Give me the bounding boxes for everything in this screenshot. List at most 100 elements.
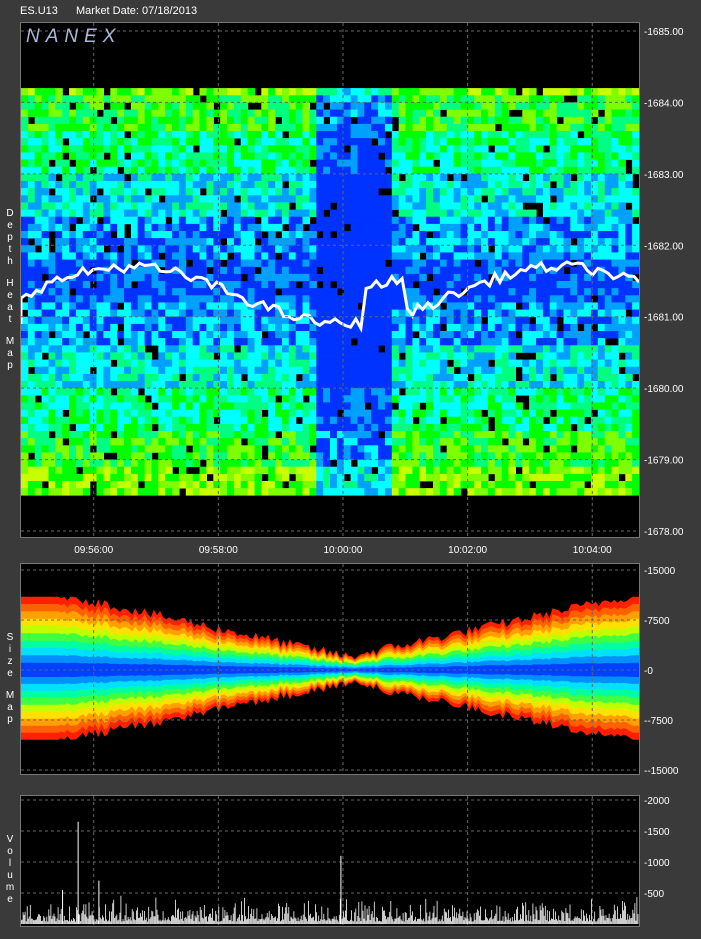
heat-cell bbox=[103, 438, 111, 446]
heat-cell bbox=[48, 345, 56, 353]
heat-cell bbox=[220, 438, 228, 446]
heat-cell bbox=[391, 359, 400, 368]
heat-cell bbox=[206, 488, 214, 496]
heat-cell bbox=[199, 181, 207, 189]
heat-cell bbox=[295, 195, 304, 203]
heat-cell bbox=[563, 366, 571, 375]
heat-cell bbox=[288, 381, 297, 389]
heat-cell bbox=[254, 466, 262, 475]
heat-cell bbox=[618, 138, 626, 146]
heat-cell bbox=[549, 231, 558, 239]
heat-cell bbox=[227, 388, 235, 396]
heat-cell bbox=[433, 238, 441, 246]
heat-cell bbox=[460, 252, 468, 260]
heat-cell bbox=[34, 88, 43, 96]
heat-cell bbox=[336, 152, 345, 160]
heat-cell bbox=[611, 173, 619, 182]
heat-cell bbox=[254, 166, 262, 175]
heat-cell bbox=[618, 166, 626, 175]
heat-cell bbox=[542, 366, 551, 375]
heat-cell bbox=[213, 88, 221, 96]
heat-cell bbox=[281, 245, 290, 253]
heat-cell bbox=[453, 381, 462, 389]
heat-cell bbox=[398, 202, 407, 210]
heat-cell bbox=[501, 95, 510, 103]
heat-cell bbox=[371, 438, 379, 446]
heat-cell bbox=[563, 302, 571, 310]
heat-cell bbox=[254, 159, 262, 168]
heat-cell bbox=[398, 331, 407, 339]
heat-cell bbox=[185, 416, 194, 425]
heat-cell bbox=[625, 345, 633, 353]
heat-cell bbox=[453, 273, 462, 282]
heat-cell bbox=[549, 173, 558, 182]
heat-cell bbox=[165, 152, 173, 160]
heat-cell bbox=[556, 173, 565, 182]
heat-cell bbox=[185, 188, 194, 196]
heat-cell bbox=[536, 245, 544, 253]
heat-cell bbox=[474, 181, 482, 189]
heat-cell bbox=[185, 116, 194, 125]
heat-cell bbox=[446, 481, 455, 489]
heat-cell bbox=[110, 402, 118, 410]
heat-cell bbox=[178, 188, 187, 196]
heat-cell bbox=[556, 95, 565, 103]
heat-cell bbox=[474, 352, 482, 360]
heat-cell bbox=[144, 409, 153, 418]
heat-cell bbox=[110, 281, 118, 289]
heat-cell bbox=[178, 173, 187, 182]
heat-cell bbox=[391, 288, 400, 296]
heat-cell bbox=[55, 352, 63, 360]
heat-cell bbox=[268, 288, 276, 296]
heat-cell bbox=[41, 473, 50, 482]
heat-cell bbox=[556, 288, 565, 296]
heat-cell bbox=[247, 202, 256, 210]
heat-cell bbox=[412, 195, 420, 203]
heat-cell bbox=[426, 145, 434, 153]
heat-cell bbox=[178, 473, 187, 482]
heat-cell bbox=[178, 402, 187, 410]
heat-cell bbox=[295, 309, 304, 318]
heat-cell bbox=[96, 338, 104, 346]
heat-cell bbox=[556, 252, 565, 260]
heat-cell bbox=[570, 245, 578, 253]
heat-cell bbox=[275, 381, 283, 389]
heat-cell bbox=[364, 309, 372, 318]
heat-cell bbox=[474, 331, 482, 339]
heat-cell bbox=[151, 359, 159, 368]
heat-cell bbox=[467, 238, 475, 246]
heat-cell bbox=[529, 116, 537, 125]
heat-cell bbox=[597, 345, 606, 353]
heat-cell bbox=[515, 216, 523, 225]
heat-cell bbox=[21, 288, 29, 296]
heat-cell bbox=[501, 481, 510, 489]
heat-cell bbox=[295, 238, 304, 246]
heat-cell bbox=[137, 181, 146, 189]
heat-cell bbox=[316, 395, 324, 403]
heat-cell bbox=[371, 95, 379, 103]
heat-cell bbox=[233, 481, 242, 489]
heat-cell bbox=[69, 116, 77, 125]
heat-cell bbox=[536, 402, 544, 410]
heat-cell bbox=[185, 238, 194, 246]
heat-cell bbox=[172, 438, 180, 446]
heat-cell bbox=[604, 388, 613, 396]
heat-cell bbox=[62, 216, 70, 225]
heat-cell bbox=[323, 252, 331, 260]
heat-cell bbox=[590, 488, 599, 496]
heat-cell bbox=[27, 145, 36, 153]
heat-cell bbox=[378, 281, 386, 289]
heat-cell bbox=[384, 138, 393, 146]
heat-cell bbox=[165, 366, 173, 375]
heat-cell bbox=[384, 423, 393, 432]
heat-cell bbox=[522, 416, 530, 425]
heat-cell bbox=[69, 252, 77, 260]
heat-cell bbox=[48, 316, 56, 325]
heat-cell bbox=[281, 309, 290, 318]
heat-cell bbox=[597, 295, 606, 303]
heat-cell bbox=[137, 209, 146, 218]
heat-cell bbox=[522, 366, 530, 375]
heat-cell bbox=[330, 95, 338, 103]
heat-cell bbox=[487, 323, 496, 332]
